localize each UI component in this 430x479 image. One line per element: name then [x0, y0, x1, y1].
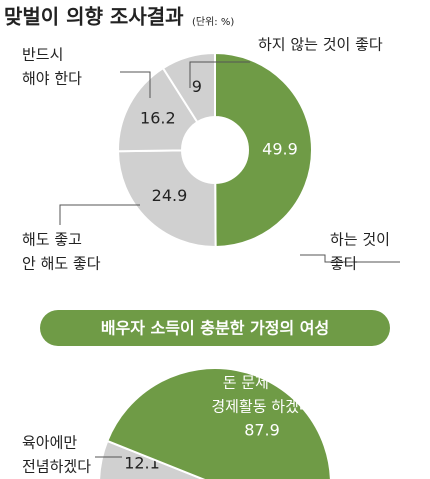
- category-label: 돈 문제 떠나: [223, 374, 302, 392]
- leader-line: [59, 204, 140, 225]
- value-label: 87.9: [244, 421, 280, 440]
- category-label: 육아에만: [22, 434, 77, 452]
- value-label: 49.9: [262, 139, 298, 158]
- value-label: 9: [192, 77, 202, 96]
- category-label: 좋다: [330, 255, 358, 273]
- category-label: 하지 않는 것이 좋다: [258, 36, 383, 54]
- category-label: 안 해도 좋다: [22, 255, 101, 273]
- chart-title: 맞벌이 의향 조사결과: [4, 5, 184, 29]
- unit-note: (단위: %): [192, 15, 234, 28]
- slice: [105, 367, 332, 479]
- category-label: 해야 한다: [22, 70, 82, 88]
- category-label: 반드시: [22, 46, 63, 64]
- banner: [40, 310, 390, 346]
- slice: [116, 149, 217, 248]
- category-label: 하는 것이: [330, 231, 390, 249]
- leader-line: [120, 71, 151, 98]
- value-label: 24.9: [152, 186, 188, 205]
- category-label: 해도 좋고: [22, 231, 82, 249]
- slice: [161, 51, 216, 124]
- leader-line: [189, 61, 250, 88]
- category-label: 경제활동 하겠다: [211, 398, 313, 416]
- chart-title: 배우자 소득이 충분한 가정의 여성: [101, 319, 329, 338]
- value-label: 16.2: [140, 109, 176, 128]
- slice: [214, 51, 313, 249]
- slice: [117, 66, 199, 153]
- leader-line: [300, 254, 400, 263]
- category-label: 전념하겠다: [22, 458, 91, 476]
